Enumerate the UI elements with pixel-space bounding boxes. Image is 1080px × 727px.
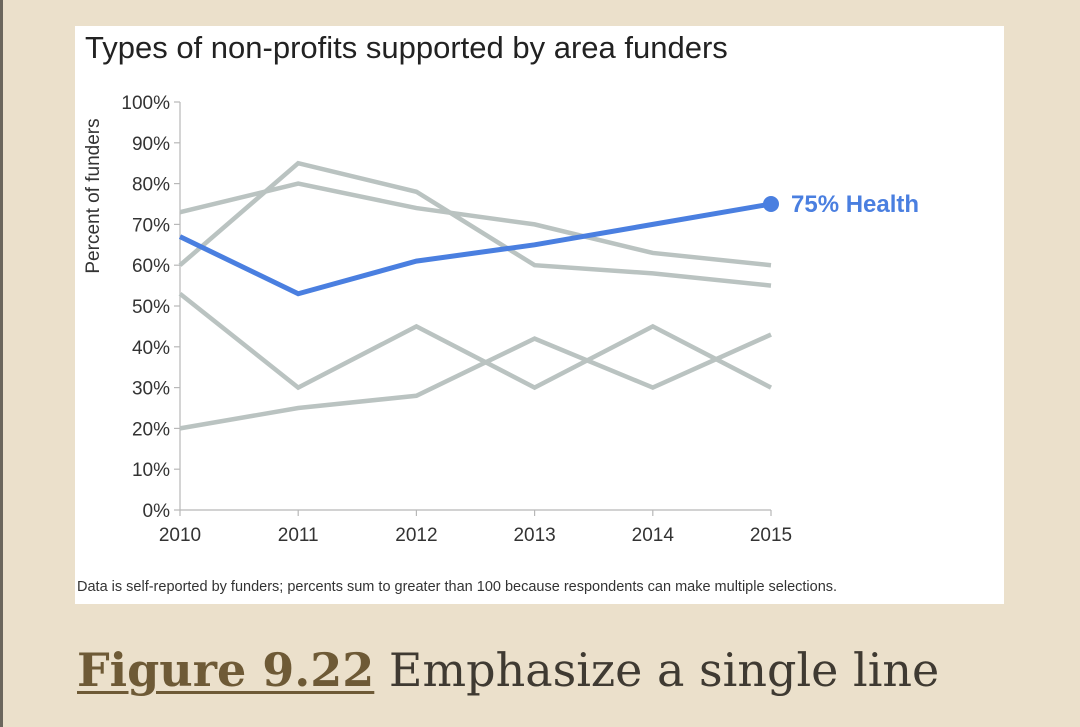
- y-tick-label: 0%: [143, 501, 171, 522]
- y-tick-label: 100%: [121, 93, 170, 114]
- x-tick-label: 2013: [513, 525, 555, 546]
- labels: Percent of funders 75% Health: [83, 118, 919, 273]
- page-left-edge: [0, 0, 3, 727]
- muted-series-line: [178, 160, 772, 288]
- y-tick-label: 40%: [132, 338, 170, 359]
- muted-series-line: [179, 181, 772, 268]
- line-chart: 0% 10% 20% 30% 40% 50% 60% 70% 80% 90% 100% 2010 201…: [83, 93, 919, 546]
- x-tick-label: 2015: [750, 525, 792, 546]
- y-tick-label: 10%: [132, 460, 170, 481]
- x-tick-label: 2012: [395, 525, 437, 546]
- muted-series-line: [179, 332, 772, 431]
- y-tick-label: 90%: [132, 134, 170, 155]
- muted-series-line: [178, 291, 773, 391]
- highlight-end-point: [763, 196, 779, 212]
- x-tick-label: 2014: [632, 525, 675, 546]
- axes: 0% 10% 20% 30% 40% 50% 60% 70% 80% 90% 100% 2010 201…: [121, 93, 792, 546]
- y-tick-label: 30%: [132, 379, 170, 400]
- y-tick-label: 50%: [132, 297, 170, 318]
- chart-title: Types of non-profits supported by area f…: [85, 30, 728, 65]
- y-axis-label: Percent of funders: [83, 118, 104, 273]
- x-tick-label: 2011: [278, 525, 319, 546]
- y-tick-label: 80%: [132, 175, 170, 196]
- highlight-series-label: 75% Health: [791, 191, 919, 218]
- figure-caption: Figure 9.22 Emphasize a single line: [77, 643, 939, 697]
- series-lines: [178, 160, 779, 431]
- y-tick-label: 70%: [132, 215, 170, 236]
- figure-caption-text: Emphasize a single line: [374, 643, 940, 697]
- y-tick-label: 60%: [132, 256, 170, 277]
- chart-footnote: Data is self-reported by funders; percen…: [77, 579, 838, 595]
- figure-number-link[interactable]: Figure 9.22: [77, 643, 375, 697]
- y-tick-label: 20%: [132, 419, 170, 440]
- x-tick-label: 2010: [159, 525, 201, 546]
- chart-card: Types of non-profits supported by area f…: [75, 26, 1004, 604]
- highlight-series-line: [178, 201, 772, 297]
